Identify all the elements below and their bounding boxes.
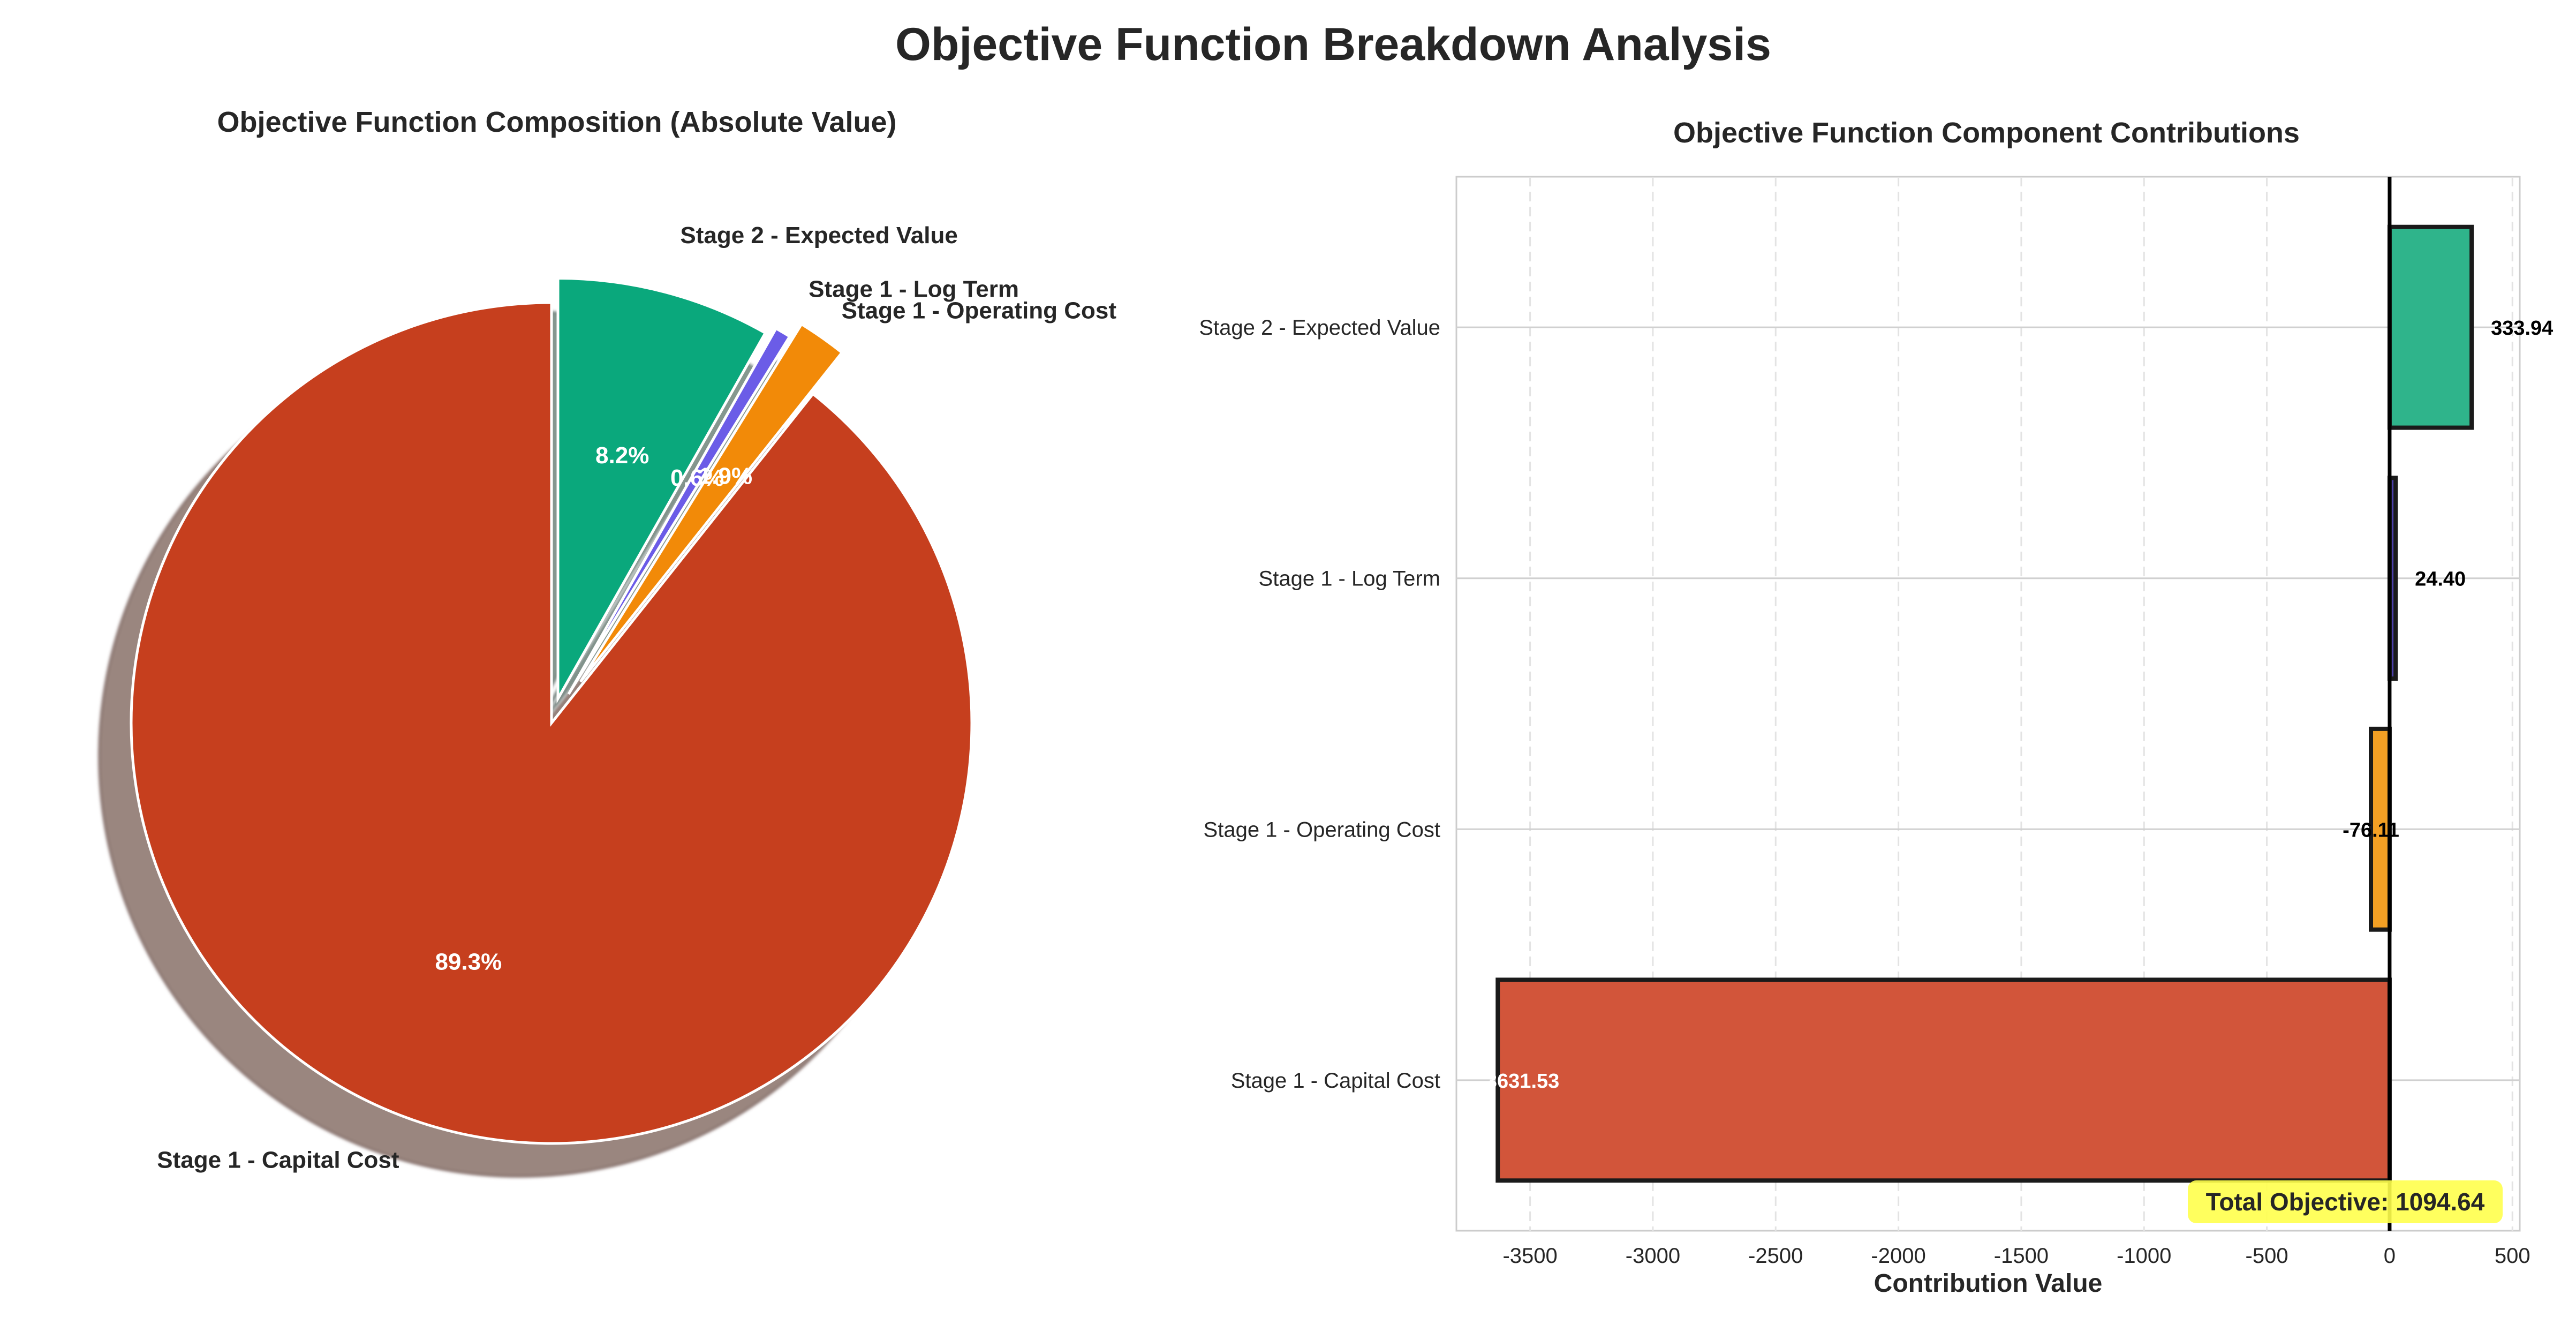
pie-category-label: Stage 2 - Expected Value xyxy=(680,222,957,249)
pie-chart-title: Objective Function Composition (Absolute… xyxy=(217,106,896,138)
pie-category-label: Stage 1 - Log Term xyxy=(809,276,1019,303)
bar-value-labels: -3631.53 -76.11 24.40 333.94 xyxy=(1479,317,2553,1093)
bar-value-label: -76.11 xyxy=(2343,819,2399,841)
bar-stage-1-capital-cost xyxy=(1495,977,2392,1183)
y-tick-label: Stage 1 - Operating Cost xyxy=(1204,818,1440,841)
x-tick-label: -3500 xyxy=(1502,1244,1557,1268)
annotation-box xyxy=(2188,1180,2503,1223)
bar-stage-1-operating-cost xyxy=(2369,726,2392,932)
total-objective-annotation: Total Objective: 1094.64 xyxy=(2188,1180,2503,1223)
bar-value-label: -3631.53 xyxy=(1479,1070,1559,1093)
pie-percent-label: 89.3% xyxy=(435,949,502,975)
pie-percent-label: 8.2% xyxy=(595,442,649,469)
annotation-text: Total Objective: 1094.64 xyxy=(2206,1188,2485,1216)
pie-slice-stage-1-operating-cost xyxy=(579,322,844,683)
y-tick-label: Stage 1 - Log Term xyxy=(1259,567,1440,591)
x-tick-label: -500 xyxy=(2246,1244,2288,1268)
pie-slices xyxy=(130,276,973,1145)
x-tick-label: -2500 xyxy=(1748,1244,1803,1268)
x-tick-label: -2000 xyxy=(1871,1244,1925,1268)
pie-chart-panel: Objective Function Composition (Absolute… xyxy=(98,106,1116,1178)
bar-chart-panel: Objective Function Component Contributio… xyxy=(1199,117,2553,1298)
bar-stage-2-expected-value xyxy=(2387,224,2474,430)
figure-title: Objective Function Breakdown Analysis xyxy=(895,19,1771,70)
x-tick-label: -1000 xyxy=(2117,1244,2171,1268)
pie-category-label: Stage 1 - Operating Cost xyxy=(842,297,1117,323)
bar-value-label: 333.94 xyxy=(2491,317,2553,340)
x-axis-label: Contribution Value xyxy=(1874,1269,2103,1298)
x-tick-labels: -3500 -3000 -2500 -2000 -1500 -1000 -500 0 500 xyxy=(1502,1244,2530,1268)
pie-percent-label: 1.9% xyxy=(699,463,752,490)
x-tick-label: -3000 xyxy=(1626,1244,1680,1268)
y-tick-labels: Stage 1 - Capital Cost Stage 1 - Operatin… xyxy=(1199,316,1440,1093)
pie-slice-stage-1-capital-cost xyxy=(130,301,973,1145)
x-tick-label: 0 xyxy=(2384,1244,2396,1268)
pie-category-label: Stage 1 - Capital Cost xyxy=(157,1147,399,1173)
bar-chart-title: Objective Function Component Contributio… xyxy=(1673,117,2300,149)
pie-labels: 89.3% Stage 1 - Capital Cost 1.9% Stage 1 -… xyxy=(157,222,1116,1173)
bar-series xyxy=(1495,224,2474,1183)
pie-slice-stage-1-log-term xyxy=(567,326,792,695)
pie-slice-stage-2-expected-value xyxy=(556,276,767,704)
bar-value-label: 24.40 xyxy=(2415,568,2466,591)
pie-percent-label: 0.6% xyxy=(670,465,724,491)
x-tick-label: 500 xyxy=(2495,1244,2530,1268)
y-tick-label: Stage 2 - Expected Value xyxy=(1199,316,1440,340)
y-tick-label: Stage 1 - Capital Cost xyxy=(1231,1069,1440,1093)
x-tick-label: -1500 xyxy=(1994,1244,2049,1268)
